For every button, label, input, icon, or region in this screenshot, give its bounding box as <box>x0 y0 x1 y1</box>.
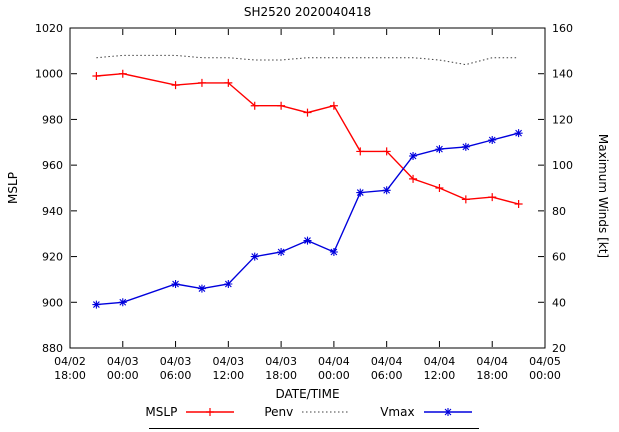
plus-marker <box>171 81 180 90</box>
y-tick-label-left: 920 <box>42 251 63 264</box>
series-vmax <box>92 129 523 309</box>
asterisk-marker <box>92 300 101 309</box>
x-tick-label-time: 06:00 <box>160 369 192 382</box>
asterisk-marker <box>514 129 523 138</box>
legend: MSLP Penv Vmax <box>0 405 619 419</box>
plus-marker <box>277 101 286 110</box>
asterisk-marker <box>461 142 470 151</box>
series-penv <box>96 54 519 66</box>
x-tick-label-time: 18:00 <box>476 369 508 382</box>
asterisk-marker <box>197 284 206 293</box>
x-axis-label: DATE/TIME <box>275 387 340 401</box>
asterisk-marker <box>250 252 259 261</box>
y-tick-label-right: 140 <box>552 68 573 81</box>
asterisk-marker <box>303 236 312 245</box>
plus-marker <box>329 101 338 110</box>
x-tick-label-time: 18:00 <box>54 369 86 382</box>
plus-marker <box>514 200 523 208</box>
x-tick-label-time: 06:00 <box>371 369 403 382</box>
plus-marker <box>303 108 312 117</box>
x-tick-label-time: 12:00 <box>424 369 456 382</box>
plus-marker <box>197 78 206 87</box>
x-tick-label-time: 18:00 <box>265 369 297 382</box>
series-mslp <box>92 69 523 208</box>
x-tick-label-date: 04/03 <box>160 355 192 368</box>
y-tick-label-left: 900 <box>42 296 63 309</box>
x-tick-label-date: 04/05 <box>529 355 561 368</box>
x-tick-label-date: 04/02 <box>54 355 86 368</box>
legend-label-mslp: MSLP <box>145 405 178 419</box>
asterisk-marker <box>118 298 127 307</box>
x-tick-label-time: 00:00 <box>318 369 350 382</box>
x-tick-label-time: 12:00 <box>212 369 244 382</box>
plus-marker <box>409 174 418 183</box>
y-tick-label-left: 1020 <box>35 22 63 35</box>
legend-underline <box>149 428 479 429</box>
asterisk-marker <box>277 248 286 256</box>
x-tick-label-date: 04/04 <box>318 355 350 368</box>
y-tick-label-left: 940 <box>42 205 63 218</box>
legend-label-vmax: Vmax <box>380 405 415 419</box>
x-tick-label-time: 00:00 <box>529 369 561 382</box>
y-tick-label-left: 1000 <box>35 68 63 81</box>
plus-marker <box>356 147 365 156</box>
plus-marker <box>488 193 497 202</box>
y-tick-label-right: 80 <box>552 205 566 218</box>
x-tick-label-date: 04/03 <box>265 355 297 368</box>
legend-label-penv: Penv <box>264 405 294 419</box>
asterisk-marker <box>488 136 497 144</box>
plus-marker <box>224 78 233 87</box>
x-tick-label-date: 04/04 <box>424 355 456 368</box>
y-tick-label-left: 960 <box>42 159 63 172</box>
asterisk-marker <box>356 188 365 197</box>
x-tick-label-date: 04/04 <box>371 355 403 368</box>
x-tick-label-date: 04/04 <box>476 355 508 368</box>
y-tick-label-right: 120 <box>552 113 573 126</box>
legend-sample-penv-line <box>302 411 351 413</box>
asterisk-marker <box>329 248 338 256</box>
x-tick-label-date: 04/03 <box>212 355 244 368</box>
asterisk-marker <box>171 280 180 288</box>
plus-marker <box>461 195 470 204</box>
x-tick-label-time: 00:00 <box>107 369 139 382</box>
y-tick-label-right: 20 <box>552 342 566 355</box>
legend-sample-mslp-line <box>186 408 235 416</box>
plus-marker <box>250 101 259 110</box>
plus-marker <box>206 408 215 416</box>
asterisk-marker <box>443 408 452 416</box>
y-tick-label-left: 980 <box>42 113 63 126</box>
legend-sample-vmax-line <box>423 408 472 416</box>
y-tick-label-right: 60 <box>552 251 566 264</box>
y-tick-label-right: 160 <box>552 22 573 35</box>
plus-marker <box>118 69 127 78</box>
asterisk-marker <box>382 186 391 195</box>
plus-marker <box>435 184 444 192</box>
plot-frame <box>69 27 546 349</box>
chart-title: SH2520 2020040418 <box>243 5 372 19</box>
asterisk-marker <box>435 145 444 154</box>
y-tick-label-left: 880 <box>42 342 63 355</box>
legend-item-mslp: MSLP <box>145 405 236 419</box>
y-tick-label-right: 100 <box>552 159 573 172</box>
x-tick-label-date: 04/03 <box>107 355 139 368</box>
legend-item-vmax: Vmax <box>380 405 473 419</box>
plus-marker <box>382 147 391 156</box>
asterisk-marker <box>224 280 233 288</box>
legend-item-penv: Penv <box>264 405 352 419</box>
asterisk-marker <box>409 152 418 160</box>
y-tick-label-right: 40 <box>552 296 566 309</box>
plus-marker <box>92 72 101 80</box>
